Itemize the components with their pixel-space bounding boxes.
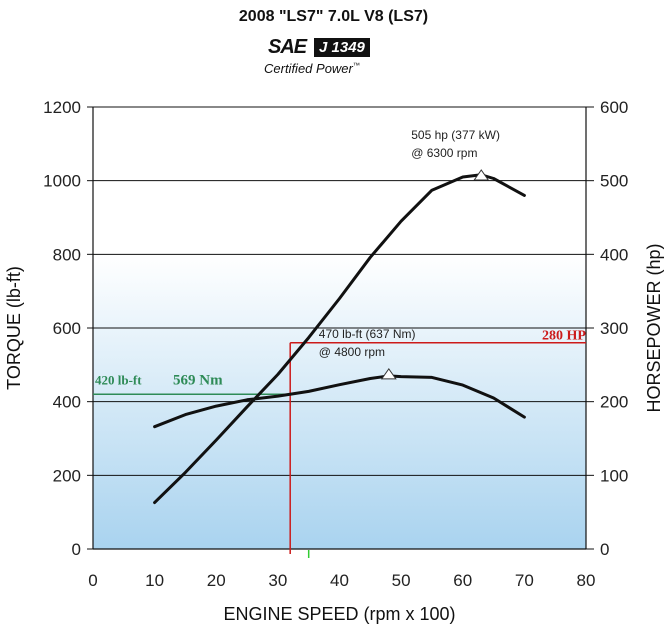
- peak-annotation-line2-1: @ 4800 rpm: [319, 345, 385, 359]
- torque-series-line: [153, 374, 526, 429]
- sae-caption: Certified Power™: [264, 61, 360, 76]
- x-tick-label-10: 10: [145, 571, 164, 590]
- sae-brand: SAE: [268, 36, 307, 58]
- hp-highlight-label: 280 HP: [542, 329, 586, 344]
- sae-standard-badge: J 1349: [314, 38, 370, 57]
- left-axis-label: TORQUE (lb-ft): [4, 266, 24, 390]
- peak-annotation-line2-0: @ 6300 rpm: [411, 146, 477, 160]
- peak-marker-0: [473, 169, 490, 181]
- x-tick-label-60: 60: [453, 571, 472, 590]
- right-tick-label-100: 100: [600, 466, 628, 485]
- x-tick-label-70: 70: [515, 571, 534, 590]
- torque-highlight-label-lbft: 420 lb-ft: [95, 372, 142, 387]
- x-tick-label-30: 30: [268, 571, 287, 590]
- chart-title: 2008 "LS7" 7.0L V8 (LS7): [238, 8, 429, 25]
- right-axis-label: HORSEPOWER (hp): [644, 243, 664, 412]
- peak-annotation-line1-1: 470 lb-ft (637 Nm): [319, 327, 416, 341]
- peak-marker-1: [380, 368, 397, 380]
- x-tick-label-50: 50: [392, 571, 411, 590]
- peak-annotation-line1-0: 505 hp (377 kW): [411, 128, 500, 142]
- left-tick-label-600: 600: [53, 319, 81, 338]
- trademark-mark: ™: [352, 62, 360, 70]
- left-tick-label-800: 800: [53, 245, 81, 264]
- right-tick-label-500: 500: [600, 172, 628, 191]
- right-tick-label-600: 600: [600, 98, 628, 117]
- torque-highlight-label-nm: 569 Nm: [173, 372, 223, 388]
- right-tick-label-200: 200: [600, 393, 628, 412]
- x-tick-label-40: 40: [330, 571, 349, 590]
- left-tick-label-0: 0: [72, 540, 81, 559]
- right-tick-label-0: 0: [600, 540, 609, 559]
- x-tick-label-80: 80: [577, 571, 596, 590]
- sae-certified-power-logo: SAE J 1349 Certified Power™: [262, 36, 402, 78]
- right-tick-label-300: 300: [600, 319, 628, 338]
- x-axis-label: ENGINE SPEED (rpm x 100): [223, 604, 455, 624]
- left-tick-label-1000: 1000: [43, 172, 81, 191]
- right-tick-label-400: 400: [600, 245, 628, 264]
- x-tick-label-0: 0: [88, 571, 97, 590]
- left-tick-label-400: 400: [53, 393, 81, 412]
- left-tick-label-200: 200: [53, 466, 81, 485]
- left-tick-label-1200: 1200: [43, 98, 81, 117]
- x-tick-label-20: 20: [207, 571, 226, 590]
- sae-caption-text: Certified Power: [264, 61, 353, 76]
